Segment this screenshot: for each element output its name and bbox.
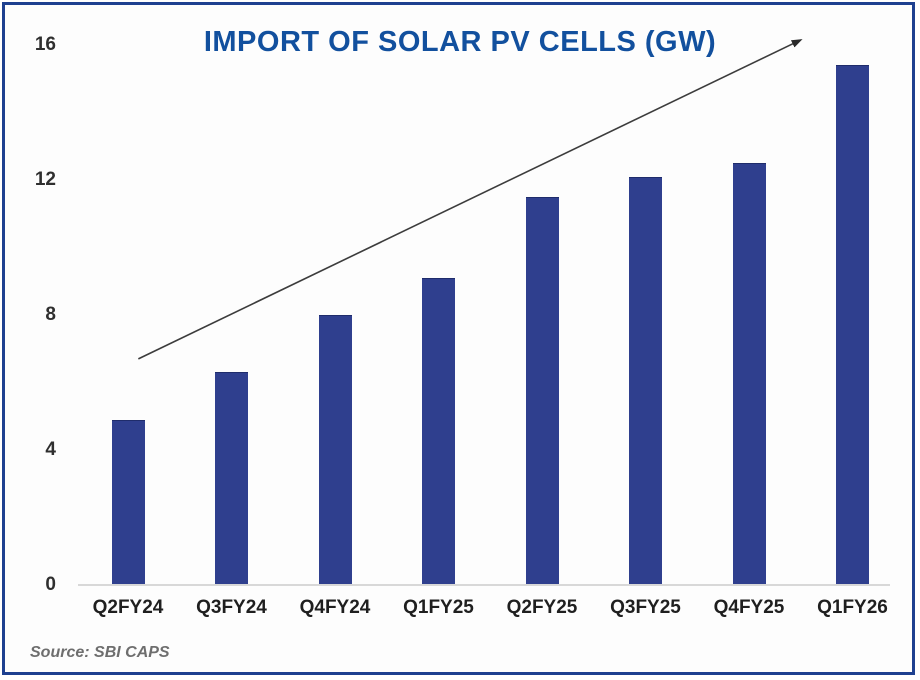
bar-q4fy25	[732, 163, 766, 586]
x-axis-label: Q4FY25	[713, 597, 785, 618]
bar-q4fy24	[318, 315, 352, 586]
bar-q1fy26	[836, 65, 869, 586]
x-axis-label: Q3FY25	[610, 597, 681, 618]
bar-q1fy25	[422, 277, 455, 586]
y-axis-label: 4	[45, 439, 56, 460]
y-axis-label: 12	[34, 169, 56, 190]
bar-q2fy24	[111, 419, 145, 586]
x-axis-label: Q2FY24	[92, 597, 164, 618]
bar-q3fy25	[629, 176, 662, 586]
y-axis-label: 8	[45, 304, 56, 325]
x-axis-label: Q1FY25	[403, 597, 474, 618]
x-axis-label: Q4FY24	[299, 597, 371, 618]
chart-title: IMPORT OF SOLAR PV CELLS (GW)	[203, 26, 717, 58]
y-axis-label: 16	[34, 34, 56, 55]
y-axis-label: 0	[45, 574, 56, 595]
bar-q2fy25	[525, 196, 559, 586]
x-axis-label: Q2FY25	[506, 597, 578, 618]
x-axis-label: Q3FY24	[196, 597, 267, 618]
x-axis-label: Q1FY26	[817, 597, 888, 618]
bar-q3fy24	[215, 372, 248, 586]
source-label: Source: SBI CAPS	[30, 644, 170, 661]
x-axis-line	[78, 584, 890, 586]
